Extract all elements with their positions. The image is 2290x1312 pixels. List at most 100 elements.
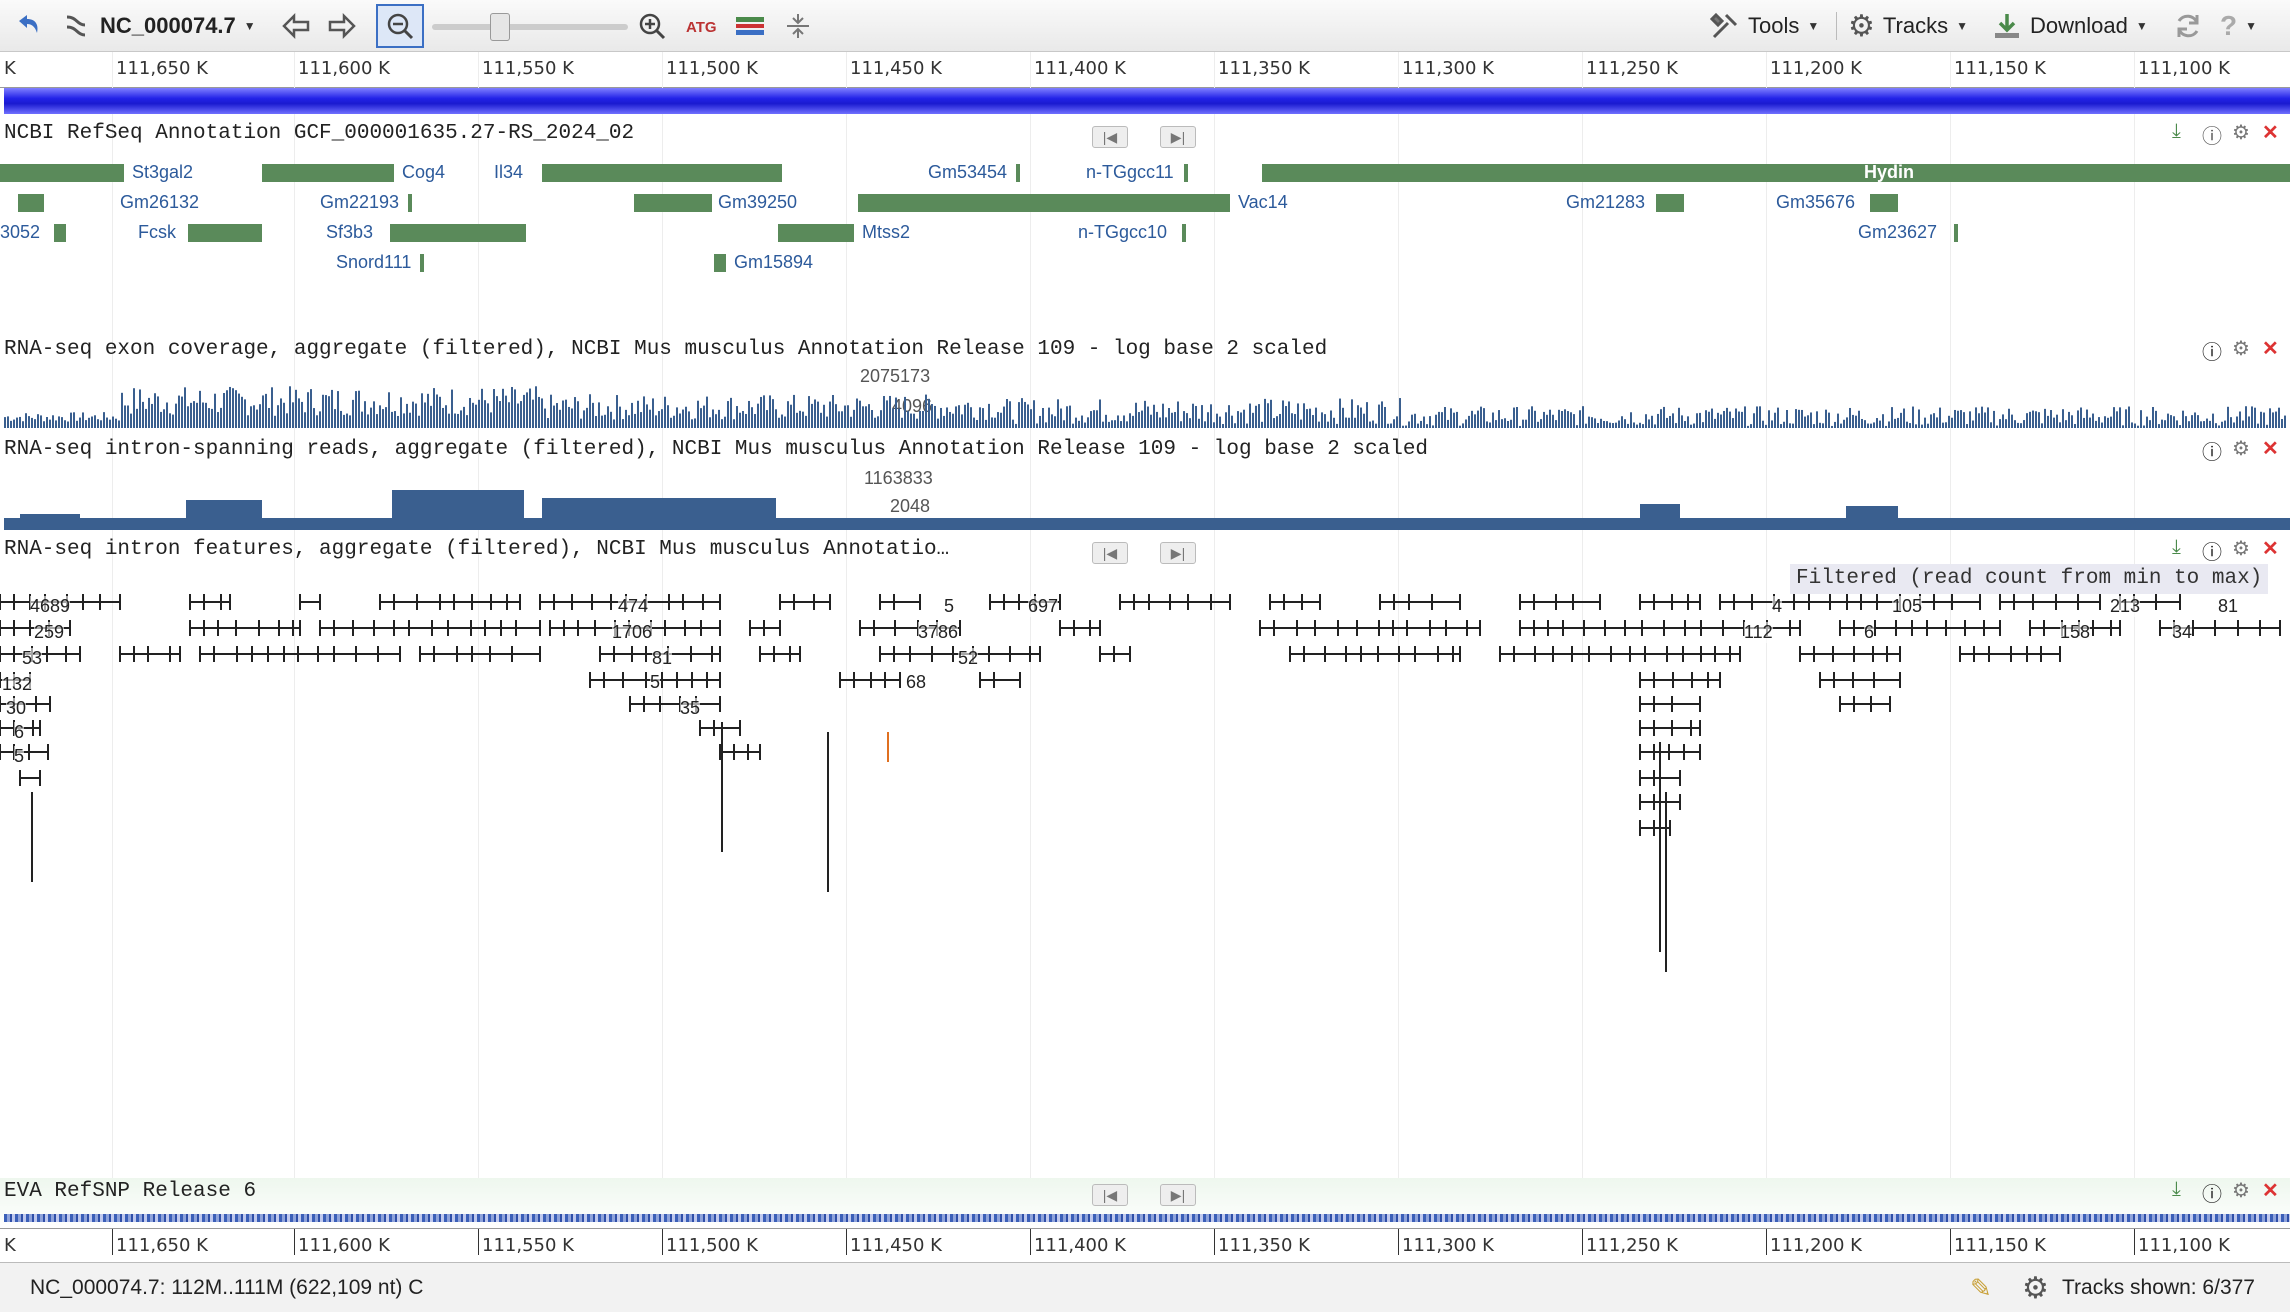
close-icon[interactable]: ✕ (2262, 538, 2279, 560)
coverage-bar (2155, 410, 2157, 428)
zoom-slider-handle[interactable] (490, 13, 510, 41)
gene-feature[interactable] (634, 194, 712, 212)
intron-features-graph[interactable] (0, 592, 2290, 1172)
download-menu[interactable]: Download ▼ (1992, 6, 2148, 46)
info-icon[interactable]: ⓘ (2202, 1184, 2222, 1206)
gene-label[interactable]: Vac14 (1238, 192, 1288, 212)
snp-density-bar[interactable] (4, 1214, 2290, 1222)
close-icon[interactable]: ✕ (2262, 338, 2279, 360)
coverage-bar (1963, 412, 1965, 428)
gene-feature[interactable] (1016, 164, 1020, 182)
gear-icon[interactable]: ⚙ (2022, 1272, 2049, 1305)
gene-label[interactable]: Gm21283 (1566, 192, 1646, 212)
sequence-selector[interactable]: NC_000074.7 ▼ (100, 6, 256, 46)
download-icon[interactable]: ⤓ (2172, 536, 2181, 558)
download-icon[interactable]: ⤓ (2172, 1178, 2181, 1200)
info-icon[interactable]: ⓘ (2202, 442, 2222, 464)
coverage-bar (289, 386, 291, 428)
gene-feature[interactable] (0, 164, 124, 182)
gene-label[interactable]: Fcsk (138, 222, 176, 242)
gene-label[interactable]: Gm26132 (120, 192, 200, 212)
gene-feature[interactable] (778, 224, 854, 242)
gene-feature[interactable] (408, 194, 412, 212)
gene-feature[interactable] (1656, 194, 1684, 212)
gene-feature[interactable] (1182, 224, 1186, 242)
close-icon[interactable]: ✕ (2262, 122, 2279, 144)
forward-arrow-icon[interactable] (324, 8, 360, 44)
close-icon[interactable]: ✕ (2262, 438, 2279, 460)
gene-label[interactable]: St3gal2 (132, 162, 194, 182)
tools-menu[interactable]: Tools ▼ (1710, 6, 1819, 46)
gene-label[interactable]: n-TGgcc11 (1086, 162, 1174, 182)
gene-label[interactable]: 3052 (0, 222, 41, 242)
coverage-bar (574, 397, 576, 428)
zoom-slider[interactable] (432, 13, 628, 41)
download-icon[interactable]: ⤓ (2172, 120, 2181, 142)
gene-label[interactable]: Mtss2 (862, 222, 911, 242)
coverage-bar (1843, 419, 1845, 428)
gene-label[interactable]: Il34 (494, 162, 524, 182)
undo-icon[interactable] (10, 8, 46, 44)
coverage-bar (1417, 423, 1419, 428)
coverage-bar (1072, 423, 1074, 428)
gene-feature[interactable] (1954, 224, 1958, 242)
gene-feature[interactable] (1870, 194, 1898, 212)
next-feature-button[interactable]: ▶| (1160, 1184, 1196, 1206)
gene-feature[interactable] (1184, 164, 1188, 182)
zoom-in-icon[interactable] (634, 8, 670, 44)
coverage-bar (226, 390, 228, 428)
gene-label[interactable]: Gm39250 (718, 192, 798, 212)
close-icon[interactable]: ✕ (2262, 1180, 2279, 1202)
info-icon[interactable]: ⓘ (2202, 126, 2222, 148)
gene-label[interactable]: Cog4 (402, 162, 446, 182)
collapse-icon[interactable] (780, 8, 816, 44)
coverage-bar (988, 403, 990, 428)
gene-label[interactable]: Gm15894 (734, 252, 814, 272)
gene-label[interactable]: Hydin (1864, 162, 1915, 182)
gene-label[interactable]: Gm22193 (320, 192, 400, 212)
gene-feature[interactable] (390, 224, 526, 242)
info-icon[interactable]: ⓘ (2202, 342, 2222, 364)
gene-feature[interactable] (420, 254, 424, 272)
atg-icon[interactable]: ATG (682, 8, 718, 44)
edit-icon[interactable]: ✎ (1970, 1273, 1992, 1303)
gene-label[interactable]: Sf3b3 (326, 222, 374, 242)
gene-label[interactable]: Gm53454 (928, 162, 1008, 182)
exon-coverage-graph[interactable] (0, 376, 2290, 428)
gear-icon[interactable]: ⚙ (2232, 338, 2250, 360)
back-arrow-icon[interactable] (278, 8, 314, 44)
info-icon[interactable]: ⓘ (2202, 542, 2222, 564)
prev-feature-button[interactable]: |◀ (1092, 1184, 1128, 1206)
help-menu[interactable]: ? ▼ (2220, 6, 2257, 46)
tracks-shown[interactable]: Tracks shown: 6/377 (2062, 1276, 2255, 1299)
prev-feature-button[interactable]: |◀ (1092, 542, 1128, 564)
prev-feature-button[interactable]: |◀ (1092, 126, 1128, 148)
gear-icon[interactable]: ⚙ (2232, 538, 2250, 560)
gene-feature[interactable] (714, 254, 726, 272)
refresh-icon[interactable] (2170, 8, 2206, 44)
intron-reads-graph[interactable] (0, 480, 2290, 530)
tracks-menu[interactable]: ⚙ Tracks ▼ (1848, 6, 1968, 46)
coverage-bar (1462, 423, 1464, 428)
gene-feature[interactable] (188, 224, 262, 242)
gene-feature[interactable] (262, 164, 394, 182)
tracks-align-icon[interactable] (732, 8, 768, 44)
next-feature-button[interactable]: ▶| (1160, 126, 1196, 148)
coverage-bar (1327, 421, 1329, 428)
gene-feature[interactable] (18, 194, 44, 212)
gene-feature[interactable] (1262, 164, 2290, 182)
gear-icon[interactable]: ⚙ (2232, 122, 2250, 144)
gene-label[interactable]: Snord111 (336, 252, 412, 272)
sequence-bar[interactable] (4, 88, 2290, 114)
gear-icon[interactable]: ⚙ (2232, 1180, 2250, 1202)
sequence-icon[interactable] (58, 8, 94, 44)
gene-label[interactable]: n-TGgcc10 (1078, 222, 1168, 242)
gene-label[interactable]: Gm35676 (1776, 192, 1856, 212)
gene-feature[interactable] (542, 164, 782, 182)
next-feature-button[interactable]: ▶| (1160, 542, 1196, 564)
zoom-out-icon[interactable] (376, 4, 424, 48)
gene-feature[interactable] (54, 224, 66, 242)
gear-icon[interactable]: ⚙ (2232, 438, 2250, 460)
gene-label[interactable]: Gm23627 (1858, 222, 1938, 242)
gene-feature[interactable] (858, 194, 1230, 212)
